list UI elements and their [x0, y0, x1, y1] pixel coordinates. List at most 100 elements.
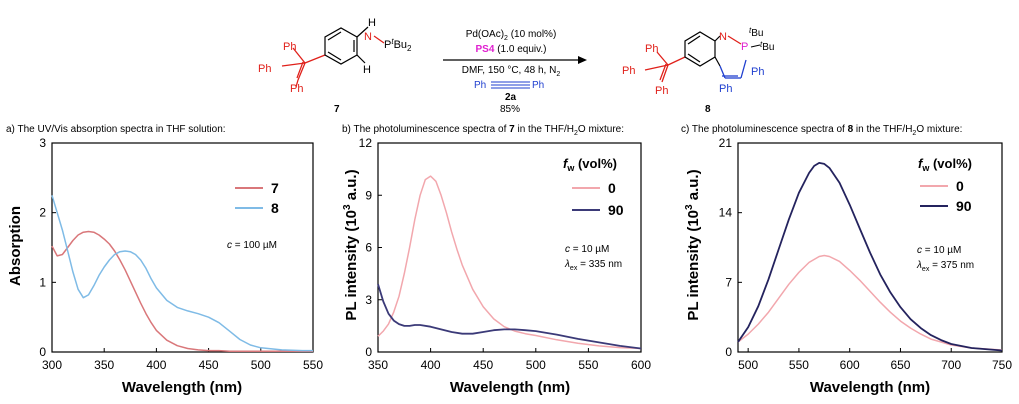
product-ph-4: Ph [751, 66, 764, 78]
reagent-2a-label: 2a [505, 92, 517, 103]
product-n-label: N [719, 31, 727, 43]
x-tick-label: 350 [94, 358, 114, 372]
alkyne-ph-left: Ph [474, 80, 486, 91]
x-tick-label: 500 [526, 358, 546, 372]
y-tick-label: 9 [365, 188, 372, 202]
x-tick-label: 500 [738, 358, 758, 372]
panel-c-annotation-conc: c = 10 µM [917, 245, 961, 256]
series-line-90 [737, 161, 1003, 352]
x-tick-label: 600 [631, 358, 651, 372]
reactant-ph-3: Ph [290, 83, 303, 95]
y-tick-label: 0 [39, 345, 46, 359]
x-tick-label: 400 [421, 358, 441, 372]
x-tick-label: 350 [368, 358, 388, 372]
reactant-nh-label: H [368, 17, 376, 29]
x-tick-label: 550 [578, 358, 598, 372]
panel-c-plot: 500 550 600 650 700 750 0 7 14 21 0 90 [719, 136, 1013, 372]
panel-b-xlabel: Wavelength (nm) [450, 379, 570, 396]
product-ph-2: Ph [622, 65, 635, 77]
reactant-ring-h: H [363, 64, 371, 76]
series-line-0 [377, 175, 642, 350]
panel-a-xlabel: Wavelength (nm) [122, 379, 242, 396]
panel-c: c) The photoluminescence spectra of 8 in… [681, 124, 1012, 396]
alkyne-triple-bond [491, 81, 530, 89]
product-ph-1: Ph [645, 43, 658, 55]
reactant-compound-number: 7 [334, 104, 340, 115]
reaction-scheme: Ph Ph Ph H N PtBu2 H 7 Pd(OAc)2 (10 mol%… [258, 17, 774, 115]
panel-c-ylabel: PL intensity (103 a.u.) [684, 169, 702, 320]
panel-b: b) The photoluminescence spectra of 7 in… [342, 124, 651, 396]
series-line-90 [377, 283, 642, 350]
legend-label-90: 90 [608, 202, 624, 218]
panel-c-caption: c) The photoluminescence spectra of 8 in… [681, 124, 962, 137]
panel-a: a) The UV/Vis absorption spectra in THF … [6, 124, 323, 396]
legend-label-0: 0 [608, 180, 616, 196]
reactant-ptbu2-label: PtBu2 [384, 37, 412, 53]
panel-b-plot: 350 400 450 500 550 600 0 3 6 9 12 0 90 [359, 136, 652, 372]
reactant-ph-2: Ph [258, 63, 271, 75]
reactant-ph-1: Ph [283, 41, 296, 53]
product-8-ring [684, 31, 721, 67]
x-tick-label: 650 [890, 358, 910, 372]
condition-solvent: DMF, 150 °C, 48 h, N2 [462, 65, 561, 78]
product-heteroring [719, 35, 747, 79]
product-compound-number: 8 [705, 104, 711, 115]
x-tick-label: 750 [992, 358, 1012, 372]
y-tick-label: 6 [365, 241, 372, 255]
panel-a-annotation: c = 100 µM [227, 240, 277, 251]
series-line-0 [737, 254, 1003, 351]
product-p-label: P [741, 41, 748, 53]
panel-a-ylabel: Absorption [7, 206, 24, 286]
condition-ps4: PS4 (1.0 equiv.) [476, 44, 547, 55]
alkyne-ph-right: Ph [532, 80, 544, 91]
panel-c-xlabel: Wavelength (nm) [810, 379, 930, 396]
reactant-nh-bond [373, 35, 385, 44]
panel-c-annotation-ex: λex = 375 nm [916, 260, 974, 273]
reactant-7-ring [324, 26, 369, 65]
y-tick-label: 3 [365, 293, 372, 307]
x-tick-label: 600 [840, 358, 860, 372]
product-ph-3: Ph [655, 85, 668, 97]
y-tick-label: 1 [39, 275, 46, 289]
x-tick-label: 550 [303, 358, 323, 372]
product-8-structure [644, 51, 686, 83]
y-tick-label: 3 [39, 136, 46, 150]
panel-a-plot: 300 350 400 450 500 550 0 1 2 3 7 8 [39, 136, 323, 372]
x-tick-label: 400 [146, 358, 166, 372]
y-tick-label: 14 [719, 206, 733, 220]
panel-a-caption: a) The UV/Vis absorption spectra in THF … [6, 124, 226, 135]
legend-label-90: 90 [956, 198, 972, 214]
panel-b-annotation-ex: λex = 335 nm [564, 259, 622, 272]
y-tick-label: 7 [725, 275, 732, 289]
product-tbu-top: tBu [749, 26, 763, 39]
y-tick-label: 12 [359, 136, 373, 150]
panel-b-annotation-conc: c = 10 µM [565, 244, 609, 255]
product-ph-5: Ph [719, 83, 732, 95]
x-tick-label: 300 [42, 358, 62, 372]
panel-b-ylabel: PL intensity (103 a.u.) [342, 169, 360, 320]
y-tick-label: 0 [365, 345, 372, 359]
reaction-yield: 85% [500, 104, 520, 115]
x-tick-label: 700 [941, 358, 961, 372]
product-p-arrow [750, 44, 761, 48]
product-tbu-right: tBu [760, 40, 774, 53]
reactant-7-structure [281, 47, 326, 88]
x-tick-label: 550 [789, 358, 809, 372]
x-tick-label: 450 [199, 358, 219, 372]
x-tick-label: 500 [251, 358, 271, 372]
x-tick-label: 450 [473, 358, 493, 372]
condition-catalyst: Pd(OAc)2 (10 mol%) [466, 29, 557, 42]
panel-b-caption: b) The photoluminescence spectra of 7 in… [342, 124, 624, 137]
legend-label-0: 0 [956, 178, 964, 194]
panel-c-legend-title: fw (vol%) [918, 156, 972, 173]
y-tick-label: 2 [39, 206, 46, 220]
plot-frame [737, 142, 1003, 353]
legend-label-7: 7 [271, 180, 279, 196]
series-line-7 [51, 230, 313, 353]
reactant-n-label: N [364, 31, 372, 43]
y-tick-label: 0 [725, 345, 732, 359]
reaction-arrow [443, 56, 587, 64]
legend-label-8: 8 [271, 200, 279, 216]
panel-b-legend-title: fw (vol%) [563, 156, 617, 173]
